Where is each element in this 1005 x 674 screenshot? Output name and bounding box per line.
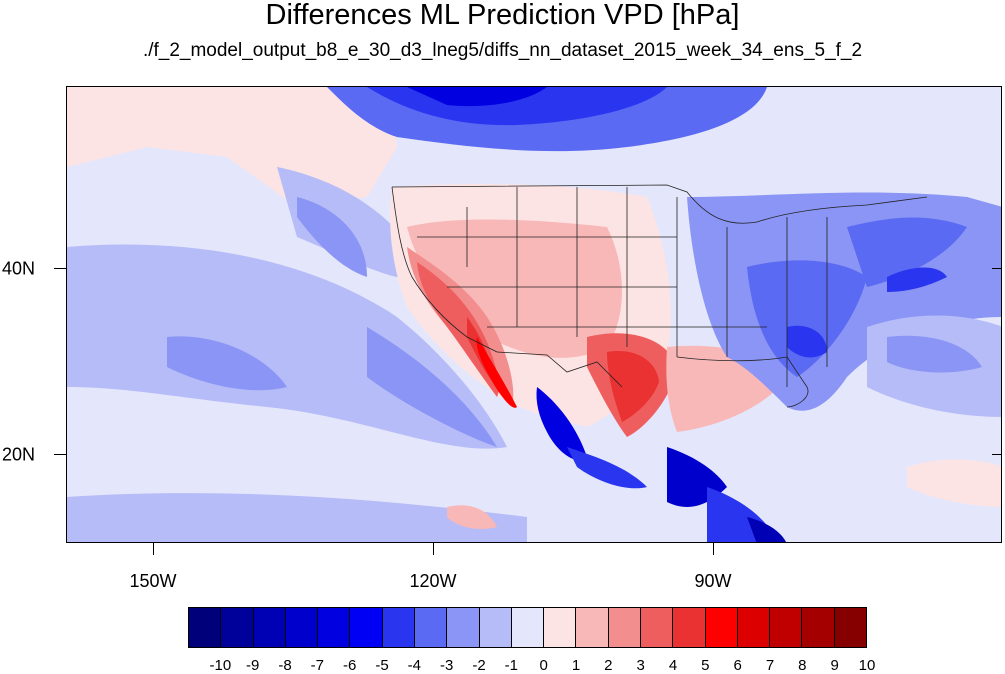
colorbar-swatch bbox=[802, 608, 835, 647]
colorbar-swatch bbox=[511, 608, 545, 647]
colorbar bbox=[188, 607, 867, 648]
colorbar-swatch bbox=[447, 608, 480, 647]
lat-tick-40n-right bbox=[992, 268, 1002, 269]
lon-tick-120w bbox=[433, 543, 434, 555]
chart-title: Differences ML Prediction VPD [hPa] bbox=[265, 0, 740, 31]
colorbar-label: 3 bbox=[636, 657, 645, 674]
colorbar-label: -7 bbox=[310, 657, 324, 674]
colorbar-swatch bbox=[479, 608, 512, 647]
colorbar-swatch bbox=[350, 608, 383, 647]
colorbar-swatch bbox=[189, 608, 222, 647]
colorbar-swatch bbox=[770, 608, 803, 647]
colorbar-swatch bbox=[608, 608, 641, 647]
colorbar-label: -3 bbox=[439, 657, 454, 674]
colorbar-label: -4 bbox=[407, 657, 421, 674]
lon-label-120w: 120W bbox=[409, 571, 457, 591]
colorbar-label: 4 bbox=[668, 657, 678, 674]
colorbar-label: -2 bbox=[472, 657, 486, 674]
lat-label-20n: 20N bbox=[2, 444, 36, 465]
colorbar-label: 6 bbox=[733, 657, 742, 674]
colorbar-swatch bbox=[673, 608, 706, 647]
colorbar-label: 1 bbox=[571, 657, 581, 674]
colorbar-swatch bbox=[576, 608, 609, 647]
colorbar-swatch bbox=[640, 608, 674, 647]
colorbar-label: 10 bbox=[858, 657, 876, 674]
colorbar-swatch bbox=[414, 608, 448, 647]
colorbar-label: 7 bbox=[765, 657, 775, 674]
colorbar-label: 5 bbox=[701, 657, 710, 674]
colorbar-swatch bbox=[705, 608, 738, 647]
lat-tick-20n bbox=[54, 454, 66, 455]
chart-subtitle: ./f_2_model_output_b8_e_30_d3_lneg5/diff… bbox=[142, 40, 863, 61]
map-panel bbox=[66, 86, 1002, 543]
colorbar-label: -1 bbox=[504, 657, 518, 674]
lon-label-90w: 90W bbox=[694, 571, 732, 591]
colorbar-swatch bbox=[253, 608, 286, 647]
colorbar-label: -9 bbox=[245, 657, 260, 674]
colorbar-swatch bbox=[221, 608, 254, 647]
colorbar-swatch bbox=[544, 608, 577, 647]
colorbar-label: 9 bbox=[830, 657, 839, 674]
colorbar-swatch bbox=[285, 608, 319, 647]
lon-label-150w: 150W bbox=[129, 571, 177, 591]
vpd-difference-map bbox=[67, 87, 1001, 542]
colorbar-label: 0 bbox=[539, 657, 548, 674]
lat-tick-40n bbox=[54, 268, 66, 269]
colorbar-label: 2 bbox=[604, 657, 613, 674]
colorbar-label: -6 bbox=[342, 657, 357, 674]
lon-tick-150w bbox=[153, 543, 154, 555]
lat-label-40n: 40N bbox=[2, 258, 36, 279]
lon-tick-90w bbox=[713, 543, 714, 555]
colorbar-swatch bbox=[834, 608, 866, 647]
colorbar-label: -10 bbox=[209, 657, 232, 674]
colorbar-label: 8 bbox=[798, 657, 807, 674]
colorbar-label: -5 bbox=[375, 657, 389, 674]
colorbar-swatch bbox=[382, 608, 415, 647]
colorbar-swatch bbox=[318, 608, 351, 647]
colorbar-swatch bbox=[737, 608, 771, 647]
colorbar-label: -8 bbox=[278, 657, 292, 674]
lat-tick-20n-right bbox=[992, 454, 1002, 455]
